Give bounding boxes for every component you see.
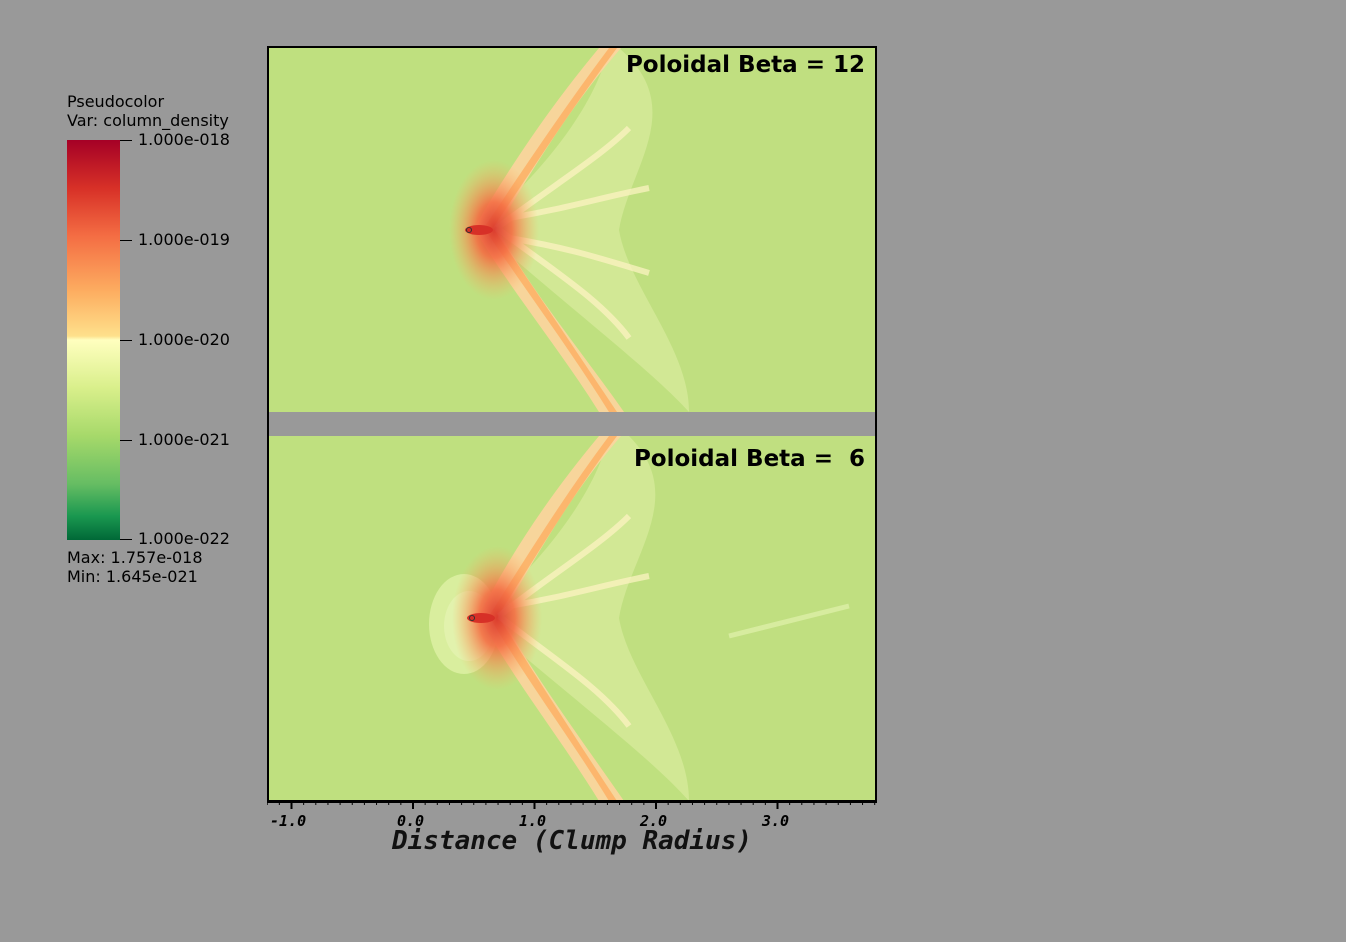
x-tick-label: 0.0	[397, 812, 424, 830]
colorbar-tick	[120, 240, 132, 241]
legend-min: Min: 1.645e-021	[67, 567, 198, 586]
x-tick-label: 2.0	[639, 812, 667, 830]
colorbar-tick	[120, 140, 132, 141]
legend-variable: Var: column_density	[67, 111, 229, 130]
colorbar-tick	[120, 440, 132, 441]
colorbar-tick-label: 1.000e-018	[138, 130, 230, 149]
plot-panel-top: Poloidal Beta = 12	[269, 48, 875, 412]
panel-label-top: Poloidal Beta = 12	[625, 52, 865, 78]
colorbar-tick-label: 1.000e-022	[138, 529, 230, 548]
x-axis: -1.0 0.0 1.0 2.0 3.0	[267, 800, 877, 830]
x-tick-label: 1.0	[519, 812, 546, 830]
colorbar-tick-label: 1.000e-021	[138, 430, 230, 449]
x-axis-ticks	[267, 801, 876, 809]
density-map-bottom	[269, 436, 875, 801]
colorbar-tick	[120, 340, 132, 341]
colorbar-tick-label: 1.000e-020	[138, 330, 230, 349]
x-tick-label: 3.0	[761, 812, 789, 830]
panel-label-bottom: Poloidal Beta = 6	[633, 446, 865, 472]
legend-title: Pseudocolor Var: column_density	[67, 92, 229, 130]
plot-frame: Poloidal Beta = 12	[267, 46, 877, 803]
x-tick-label: -1.0	[270, 812, 306, 830]
x-axis-title: Distance (Clump Radius)	[391, 826, 753, 856]
colorbar-tick-label: 1.000e-019	[138, 230, 230, 249]
plot-panel-bottom: Poloidal Beta = 6	[269, 436, 875, 801]
legend-plot-type: Pseudocolor	[67, 92, 165, 111]
colorbar	[67, 140, 120, 540]
density-map-top	[269, 48, 875, 412]
panel-separator	[269, 412, 875, 436]
colorbar-tick	[120, 539, 132, 540]
legend-max: Max: 1.757e-018	[67, 548, 203, 567]
